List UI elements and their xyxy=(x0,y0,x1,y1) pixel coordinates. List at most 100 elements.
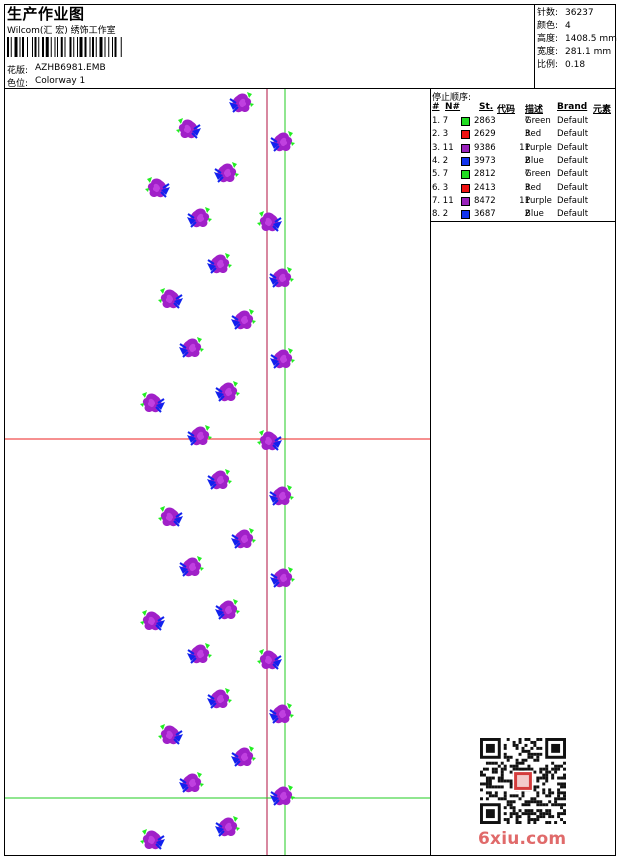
stat-colors: 颜色: 4 xyxy=(537,21,571,31)
embroidery-motif xyxy=(205,467,233,493)
stat-height: 高度: 1408.5 mm xyxy=(537,34,617,44)
sequence-desc: Green xyxy=(525,169,551,180)
embroidery-motif xyxy=(229,526,257,552)
company-name: Wilcom(汇 宏) 绣饰工作室 xyxy=(7,26,116,36)
embroidery-motif xyxy=(185,423,213,449)
sequence-row: 1. 7 2863 7 Green Default xyxy=(432,116,616,129)
embroidery-motif xyxy=(256,647,284,673)
sequence-divider xyxy=(430,221,616,222)
embroidery-motif xyxy=(144,175,172,201)
sequence-brand: Default xyxy=(557,116,589,126)
embroidery-motif xyxy=(157,722,185,748)
color-swatch xyxy=(461,196,470,206)
sequence-desc: Purple xyxy=(525,195,552,206)
embroidery-motif xyxy=(268,783,296,809)
embroidery-motif xyxy=(227,90,255,116)
embroidery-motif xyxy=(267,483,295,509)
embroidery-motif xyxy=(139,390,167,416)
embroidery-motif xyxy=(213,814,241,840)
sequence-desc: Red xyxy=(525,182,542,193)
embroidery-motif xyxy=(177,770,205,796)
sequence-desc: Purple xyxy=(525,142,552,153)
color-swatch xyxy=(461,143,470,153)
embroidery-motif xyxy=(139,827,167,853)
sequence-code: 11 xyxy=(519,142,530,153)
stats-divider xyxy=(534,4,535,88)
sequence-row: 6. 3 2413 3 Red Default xyxy=(432,183,616,196)
embroidery-motif xyxy=(267,265,295,291)
page-frame xyxy=(4,4,616,856)
sequence-idx: 6. 3 xyxy=(432,182,449,193)
sequence-row: 2. 3 2629 3 Red Default xyxy=(432,129,616,142)
sequence-row: 7. 11 8472 11 Purple Default xyxy=(432,196,616,209)
embroidery-motif xyxy=(205,686,233,712)
embroidery-motif xyxy=(157,286,185,312)
sequence-brand: Default xyxy=(557,129,589,140)
color-swatch xyxy=(461,183,470,193)
stat-scale: 比例: 0.18 xyxy=(537,60,586,70)
color-swatch xyxy=(461,130,470,140)
sequence-st: 2413 xyxy=(474,182,496,193)
embroidery-motif xyxy=(268,129,296,155)
color-swatch xyxy=(461,210,470,220)
sidebar-divider xyxy=(430,88,431,856)
embroidery-motif xyxy=(185,641,213,667)
design-label: 花版: xyxy=(7,66,29,76)
color-swatch xyxy=(461,170,470,180)
sequence-st: 2629 xyxy=(474,129,496,140)
sequence-st: 2863 xyxy=(474,116,496,126)
design-value: AZHB6981.EMB xyxy=(35,63,106,73)
sequence-st: 3687 xyxy=(474,209,496,220)
color-swatch xyxy=(461,156,470,166)
color-swatch xyxy=(461,117,470,126)
sequence-code: 3 xyxy=(524,129,530,140)
sequence-row: 4. 2 3973 2 Blue Default xyxy=(432,156,616,169)
colorway-value: Colorway 1 xyxy=(35,76,86,86)
sequence-code: 2 xyxy=(524,155,530,166)
sequence-idx: 4. 2 xyxy=(432,155,449,166)
sequence-idx: 5. 7 xyxy=(432,169,449,180)
stop-sequence-title: 停止顺序: xyxy=(432,93,472,103)
embroidery-motif xyxy=(213,379,241,405)
sequence-st: 2812 xyxy=(474,169,496,180)
sequence-idx: 2. 3 xyxy=(432,129,449,140)
embroidery-motif xyxy=(268,346,296,372)
sequence-st: 3973 xyxy=(474,155,496,166)
embroidery-motif xyxy=(268,565,296,591)
embroidery-motif xyxy=(229,307,257,333)
sequence-brand: Default xyxy=(557,195,589,206)
sequence-code: 3 xyxy=(524,182,530,193)
sequence-row: 3. 11 9386 11 Purple Default xyxy=(432,143,616,156)
sequence-brand: Default xyxy=(557,155,589,166)
embroidery-motif xyxy=(256,428,284,454)
embroidery-motif xyxy=(256,209,284,235)
sequence-desc: Green xyxy=(525,116,551,126)
sequence-brand: Default xyxy=(557,142,589,153)
sequence-desc: Blue xyxy=(525,155,544,166)
embroidery-motif xyxy=(205,251,233,277)
design-canvas xyxy=(5,89,430,855)
sequence-idx: 7. 11 xyxy=(432,195,454,206)
barcode xyxy=(7,37,122,57)
sequence-code: 2 xyxy=(524,209,530,220)
stat-stitches: 针数: 36237 xyxy=(537,8,594,18)
embroidery-motif xyxy=(212,160,240,186)
colorway-label: 色位: xyxy=(7,79,29,89)
stat-width: 宽度: 281.1 mm xyxy=(537,47,612,57)
sequence-idx: 3. 11 xyxy=(432,142,454,153)
header-divider xyxy=(4,88,616,89)
sequence-code: 7 xyxy=(524,169,530,180)
sequence-code: 11 xyxy=(519,195,530,206)
sequence-st: 9386 xyxy=(474,142,496,153)
page-title: 生产作业图 xyxy=(7,5,85,23)
sequence-idx: 8. 2 xyxy=(432,209,449,220)
embroidery-motif xyxy=(185,205,213,231)
sequence-idx: 1. 7 xyxy=(432,116,449,126)
embroidery-motif xyxy=(177,554,205,580)
embroidery-motif xyxy=(175,116,203,142)
sequence-brand: Default xyxy=(557,169,589,180)
sequence-st: 8472 xyxy=(474,195,496,206)
sequence-row: 8. 2 3687 2 Blue Default xyxy=(432,209,616,222)
embroidery-motif xyxy=(229,744,257,770)
sequence-code: 7 xyxy=(524,116,530,126)
